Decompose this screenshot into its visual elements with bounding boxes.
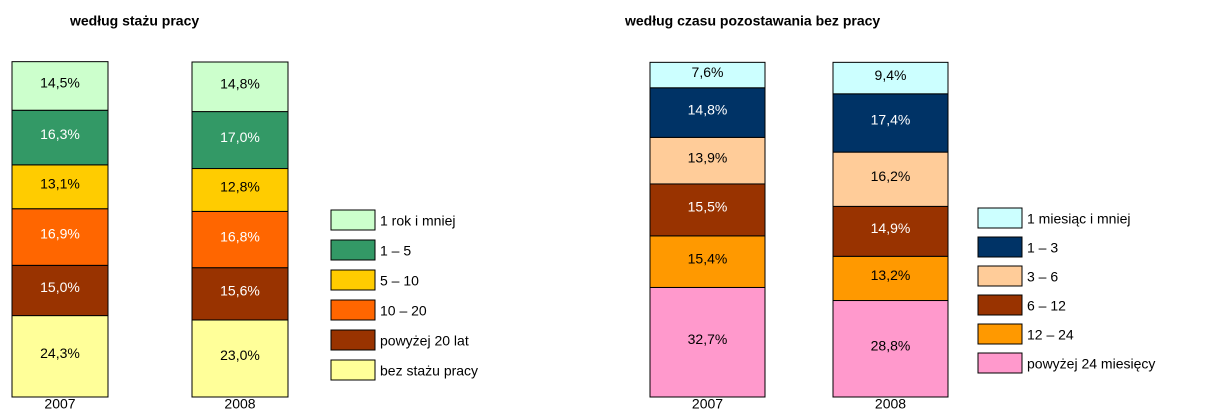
legend-label: 1 – 3 bbox=[1027, 240, 1058, 256]
legend-swatch bbox=[977, 352, 1023, 374]
bar-segment bbox=[832, 300, 949, 398]
x-tick-label: 2007 bbox=[44, 396, 75, 412]
data-label: 14,8% bbox=[688, 101, 728, 117]
x-tick-label: 2007 bbox=[692, 396, 723, 412]
legend-label: 10 – 20 bbox=[380, 303, 427, 319]
bar-segment bbox=[649, 183, 766, 237]
bar-segment bbox=[191, 61, 289, 113]
data-label: 13,1% bbox=[40, 175, 80, 191]
legend-swatch bbox=[330, 299, 376, 321]
legend-swatch bbox=[977, 323, 1023, 345]
data-label: 15,4% bbox=[688, 250, 728, 266]
bar-segment bbox=[11, 264, 109, 317]
legend-label: 1 rok i mniej bbox=[380, 213, 455, 229]
bar-segment bbox=[832, 93, 949, 153]
data-label: 16,8% bbox=[220, 228, 260, 244]
data-label: 15,5% bbox=[688, 199, 728, 215]
bar-segment bbox=[11, 109, 109, 166]
data-label: 14,9% bbox=[871, 220, 911, 236]
legend-label: powyżej 20 lat bbox=[380, 333, 469, 349]
bar-segment bbox=[11, 164, 109, 210]
bar-segment bbox=[191, 267, 289, 321]
data-label: 14,8% bbox=[220, 75, 260, 91]
x-tick-label: 2008 bbox=[224, 396, 255, 412]
bar-segment bbox=[649, 61, 766, 89]
data-label: 24,3% bbox=[40, 345, 80, 361]
data-label: 16,2% bbox=[871, 168, 911, 184]
data-label: 13,9% bbox=[688, 149, 728, 165]
legend-label: bez stażu pracy bbox=[380, 363, 478, 379]
bar-segment bbox=[191, 168, 289, 212]
data-label: 28,8% bbox=[871, 337, 911, 353]
data-label: 15,0% bbox=[40, 279, 80, 295]
bar-segment bbox=[11, 315, 109, 398]
data-label: 32,7% bbox=[688, 331, 728, 347]
data-label: 13,2% bbox=[871, 267, 911, 283]
bar-segment bbox=[11, 61, 109, 111]
legend-swatch bbox=[330, 239, 376, 261]
chart-title: według czasu pozostawania bez pracy bbox=[624, 13, 880, 29]
bar-segment bbox=[649, 87, 766, 138]
bar-segment bbox=[649, 286, 766, 398]
x-tick-label: 2008 bbox=[875, 396, 906, 412]
legend-swatch bbox=[977, 265, 1023, 287]
legend-swatch bbox=[330, 329, 376, 351]
data-label: 23,0% bbox=[220, 347, 260, 363]
data-label: 17,4% bbox=[871, 112, 911, 128]
data-label: 14,5% bbox=[40, 75, 80, 91]
legend-label: 1 miesiąc i mniej bbox=[1027, 211, 1130, 227]
legend-label: 5 – 10 bbox=[380, 273, 419, 289]
legend-swatch bbox=[330, 209, 376, 231]
bar-segment bbox=[832, 255, 949, 302]
legend-swatch bbox=[330, 269, 376, 291]
legend-swatch bbox=[977, 207, 1023, 229]
legend-label: 1 – 5 bbox=[380, 243, 411, 259]
data-label: 15,6% bbox=[220, 283, 260, 299]
data-label: 16,3% bbox=[40, 126, 80, 142]
bar-segment bbox=[191, 111, 289, 170]
bar-segment bbox=[832, 205, 949, 257]
data-label: 16,9% bbox=[40, 226, 80, 242]
legend-label: 3 – 6 bbox=[1027, 269, 1058, 285]
data-label: 12,8% bbox=[220, 179, 260, 195]
legend-swatch bbox=[977, 294, 1023, 316]
data-label: 7,6% bbox=[692, 64, 724, 80]
bar-segment bbox=[649, 136, 766, 185]
legend-label: 12 – 24 bbox=[1027, 327, 1074, 343]
legend-swatch bbox=[977, 236, 1023, 258]
bar-segment bbox=[191, 319, 289, 398]
bar-segment bbox=[191, 210, 289, 269]
legend-label: 6 – 12 bbox=[1027, 298, 1066, 314]
legend-swatch bbox=[330, 359, 376, 381]
data-label: 17,0% bbox=[220, 129, 260, 145]
bar-segment bbox=[832, 61, 949, 95]
data-label: 9,4% bbox=[875, 67, 907, 83]
legend-label: powyżej 24 miesięcy bbox=[1027, 356, 1155, 372]
chart-title: według stażu pracy bbox=[69, 13, 199, 29]
